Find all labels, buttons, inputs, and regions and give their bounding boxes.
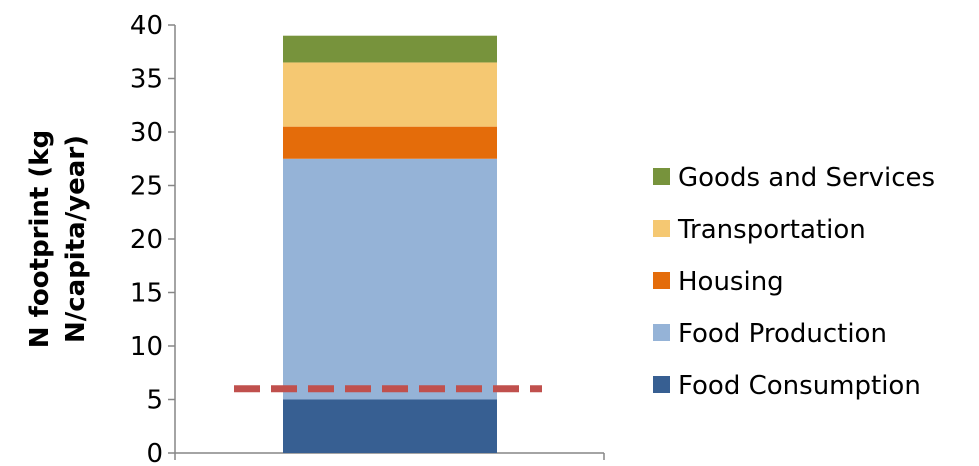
legend-item: Goods and Services <box>653 163 935 193</box>
bar-segment-housing <box>283 126 497 159</box>
y-tick-label: 30 <box>130 118 163 148</box>
bar-segment-goods-and-services <box>283 35 497 63</box>
bar-segment-transportation <box>283 62 497 127</box>
y-tick-label: 40 <box>130 11 163 41</box>
legend-item: Food Production <box>653 319 887 349</box>
legend-swatch <box>653 168 670 185</box>
legend-item: Food Consumption <box>653 371 921 401</box>
axes: 0 5 10 15 20 25 30 35 40 <box>130 11 605 466</box>
legend-label: Goods and Services <box>678 163 935 193</box>
legend-label: Food Production <box>678 319 887 349</box>
bar-stack <box>283 35 497 453</box>
legend: Goods and Services Transportation Housing F… <box>653 163 935 401</box>
legend-label: Housing <box>678 267 784 297</box>
y-tick-label: 10 <box>130 332 163 362</box>
y-tick-label: 20 <box>130 225 163 255</box>
legend-item: Transportation <box>653 215 866 245</box>
y-axis-label: N footprint (kg N/capita/year) <box>25 130 91 348</box>
legend-item: Housing <box>653 267 784 297</box>
legend-swatch <box>653 272 670 289</box>
legend-label: Transportation <box>677 215 866 245</box>
bar-segment-food-consumption <box>283 399 497 453</box>
legend-swatch <box>653 220 670 237</box>
y-axis-label-line-2: N/capita/year) <box>61 135 91 343</box>
y-tick-label: 15 <box>130 279 163 309</box>
legend-label: Food Consumption <box>678 371 921 401</box>
y-tick-label: 25 <box>130 172 163 202</box>
y-tick-label: 5 <box>146 386 163 416</box>
y-axis-label-line-1: N footprint (kg <box>25 130 55 348</box>
y-tick-label: 0 <box>146 439 163 466</box>
bar-segment-food-production <box>283 158 497 400</box>
y-tick-label: 35 <box>130 65 163 95</box>
legend-swatch <box>653 376 670 393</box>
legend-swatch <box>653 324 670 341</box>
